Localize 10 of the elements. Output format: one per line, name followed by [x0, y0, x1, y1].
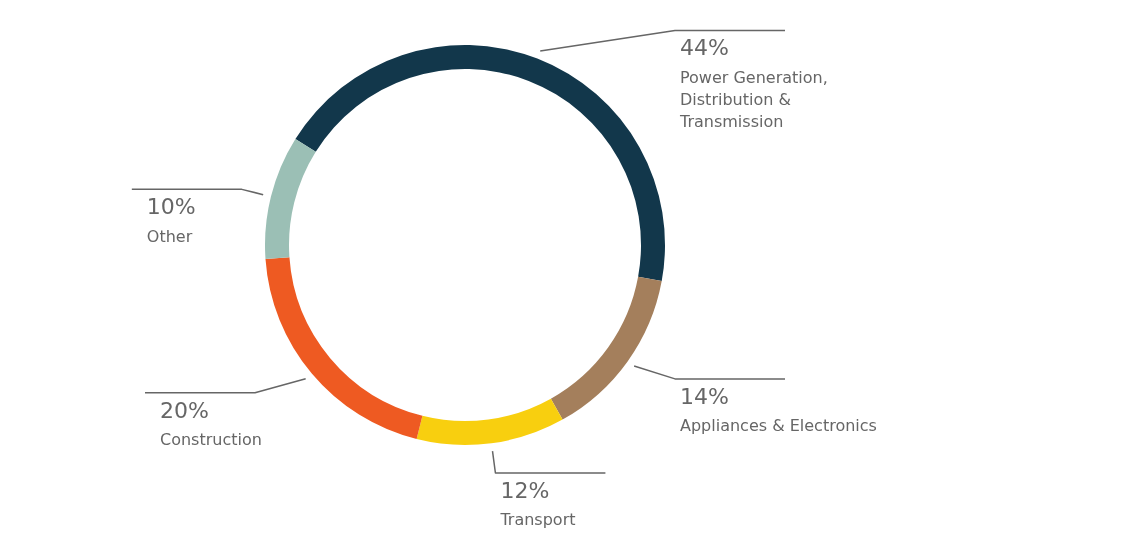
slice-label: Power Generation, Distribution & Transmission	[679, 67, 828, 131]
data-label: 12%	[500, 477, 550, 503]
data-label: 44%	[680, 35, 729, 61]
slice-label: Appliances & Electronics	[680, 416, 877, 436]
slice-label: Other	[146, 226, 193, 246]
slice-label: Construction	[160, 430, 262, 449]
data-label: 10%	[146, 194, 196, 220]
data-label: 14%	[680, 383, 729, 409]
data-label: 20%	[160, 397, 209, 423]
slice-label: Transport	[499, 510, 576, 530]
